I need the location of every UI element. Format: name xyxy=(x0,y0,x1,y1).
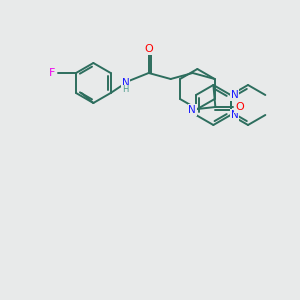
Text: H: H xyxy=(122,85,129,94)
Text: N: N xyxy=(122,78,130,88)
Text: N: N xyxy=(188,105,196,115)
Text: N: N xyxy=(231,110,239,120)
Text: O: O xyxy=(235,102,244,112)
Text: F: F xyxy=(49,68,55,78)
Text: O: O xyxy=(144,44,153,54)
Text: N: N xyxy=(231,90,239,100)
